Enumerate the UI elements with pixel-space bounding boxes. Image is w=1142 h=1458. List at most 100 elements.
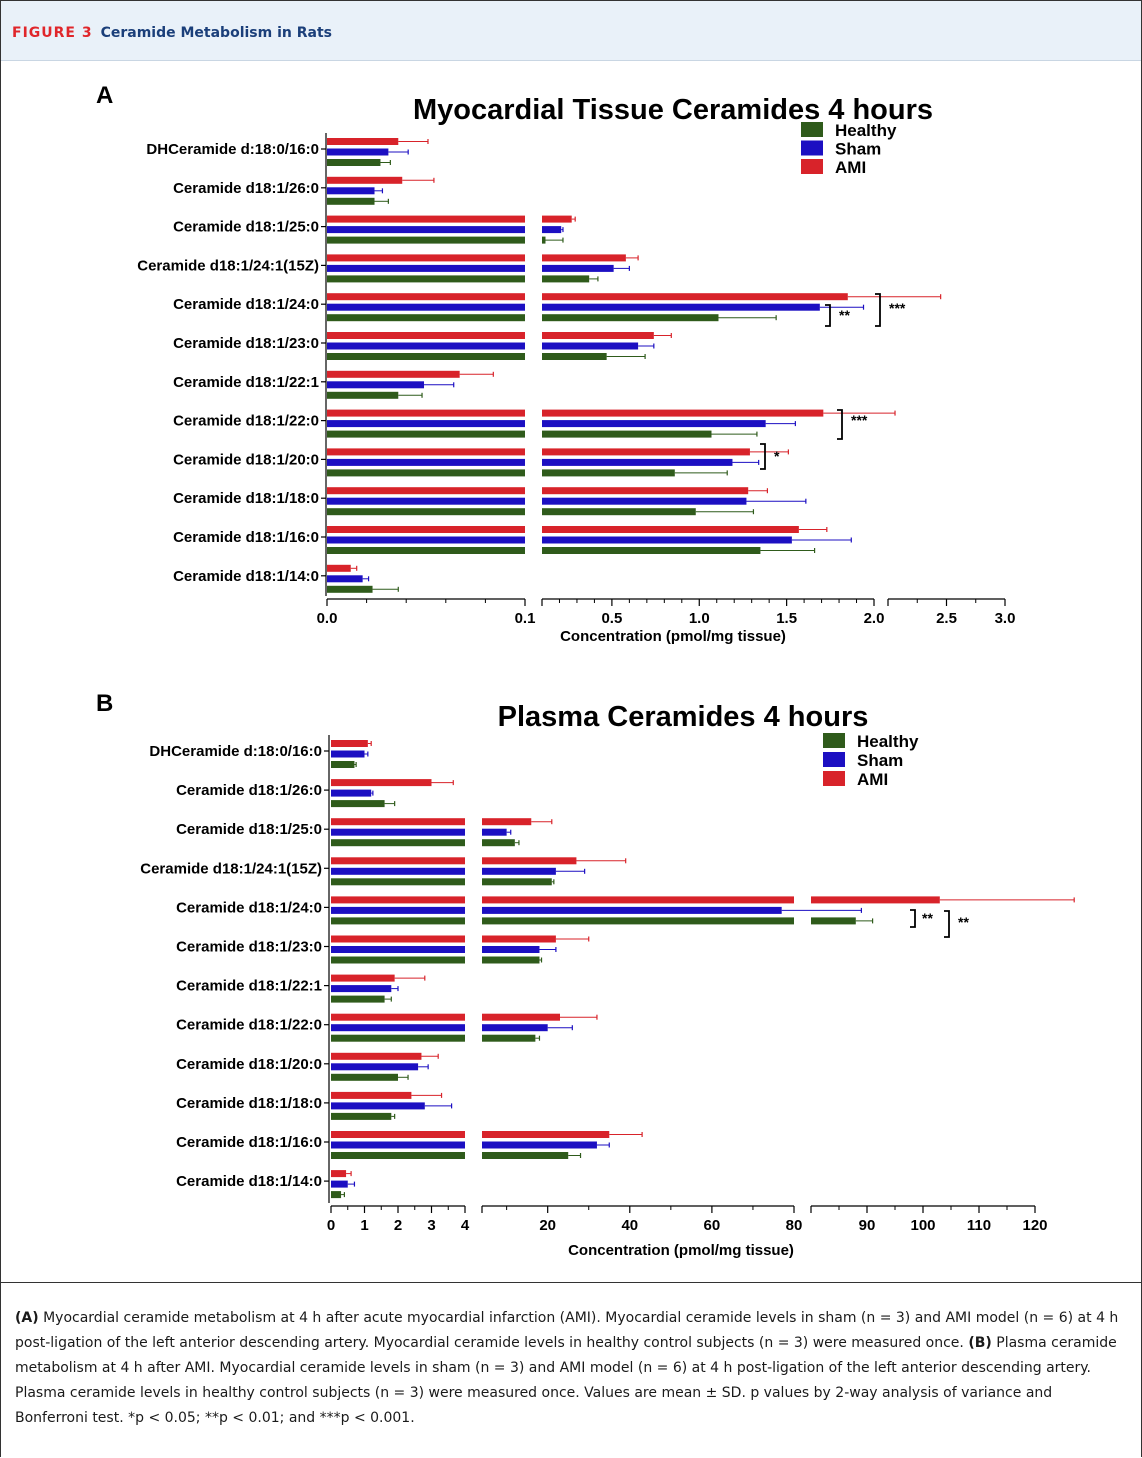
bar-sham (331, 906, 465, 914)
category-label: DHCeramide d:18:0/16:0 (146, 141, 319, 158)
bar-healthy (327, 275, 525, 283)
bar-ami (327, 215, 525, 223)
legend-swatch (801, 122, 823, 137)
x-tick-label: 0.5 (601, 610, 622, 627)
bar-healthy (542, 353, 607, 360)
bar-sham (542, 226, 562, 234)
category-label: Ceramide d18:1/16:0 (173, 529, 319, 546)
legend-swatch (823, 752, 845, 767)
x-tick-label: 40 (621, 1217, 638, 1234)
bar-healthy (331, 1073, 398, 1081)
category-label: Ceramide d18:1/22:0 (173, 413, 319, 430)
bar-sham (327, 458, 525, 466)
bar-ami (331, 818, 465, 826)
caption-divider (1, 1282, 1141, 1283)
chart-title: Myocardial Tissue Ceramides 4 hours (413, 94, 933, 126)
category-label: DHCeramide d:18:0/16:0 (149, 743, 322, 760)
bar-ami (327, 176, 403, 184)
bar-healthy (331, 761, 355, 768)
bar-sham (331, 750, 365, 758)
category-label: Ceramide d18:1/25:0 (173, 219, 319, 236)
significance-bracket (760, 443, 766, 470)
caption-a-text: Myocardial ceramide metabolism at 4 h af… (15, 1310, 1119, 1351)
category-label: Ceramide d18:1/24:0 (176, 899, 322, 916)
bar-sham (327, 420, 525, 428)
bar-sham (482, 1024, 548, 1032)
bar-sham (482, 867, 556, 875)
category-label: Ceramide d18:1/20:0 (173, 451, 319, 468)
bar-sham (331, 1141, 465, 1149)
x-tick-label: 80 (786, 1217, 803, 1234)
bar-sham (331, 1102, 425, 1110)
panel-letter: B (96, 690, 113, 717)
bar-healthy (542, 275, 590, 283)
bar-ami (331, 740, 368, 747)
bar-healthy (482, 956, 540, 964)
category-label: Ceramide d18:1/22:0 (176, 1017, 322, 1034)
significance-bracket (837, 409, 843, 440)
bar-sham (331, 1180, 348, 1188)
legend-swatch (823, 771, 845, 786)
bar-healthy (482, 1152, 569, 1159)
bar-healthy (327, 159, 381, 166)
legend-label: AMI (835, 158, 866, 177)
category-label: Ceramide d18:1/24:0 (173, 296, 319, 313)
x-axis-label: Concentration (pmol/mg tissue) (560, 628, 786, 645)
bar-ami (542, 409, 824, 417)
x-tick-label: 2 (394, 1217, 402, 1234)
bar-sham (331, 985, 392, 993)
significance-label: ** (958, 914, 969, 930)
bar-healthy (331, 839, 465, 847)
bar-sham (327, 536, 525, 544)
chart-title: Plasma Ceramides 4 hours (498, 701, 869, 733)
bar-ami (327, 409, 525, 417)
x-axis-label: Concentration (pmol/mg tissue) (568, 1242, 794, 1259)
bar-healthy (542, 508, 696, 516)
bar-healthy (542, 469, 675, 477)
category-label: Ceramide d18:1/23:0 (173, 335, 319, 352)
bar-healthy (331, 917, 465, 925)
category-label: Ceramide d18:1/26:0 (176, 782, 322, 799)
significance-bracket (825, 304, 831, 327)
bar-sham (542, 264, 614, 272)
bar-ami (327, 564, 351, 572)
x-tick-label: 90 (859, 1217, 876, 1234)
bar-ami (331, 896, 465, 904)
panel-letter: A (96, 82, 113, 109)
bar-ami (331, 857, 465, 865)
bar-ami (327, 448, 525, 456)
bar-healthy (327, 314, 525, 322)
legend-swatch (801, 159, 823, 174)
legend-label: Sham (835, 140, 881, 159)
bar-healthy (331, 1191, 342, 1199)
bar-sham (327, 148, 389, 156)
category-label: Ceramide d18:1/18:0 (176, 1095, 322, 1112)
bar-sham (482, 906, 782, 914)
figure-heading: FIGURE 3 Ceramide Metabolism in Rats (12, 25, 332, 41)
legend-label: Healthy (857, 732, 919, 751)
category-label: Ceramide d18:1/14:0 (173, 568, 319, 585)
bar-healthy (331, 1034, 465, 1042)
caption-a-label: (A) (15, 1310, 39, 1326)
bar-ami (327, 254, 525, 262)
bar-sham (542, 420, 766, 428)
bar-ami (331, 1170, 347, 1178)
panel-a: A Myocardial Tissue Ceramides 4 hoursHeal… (96, 82, 1015, 645)
bar-sham (327, 497, 525, 505)
category-label: Ceramide d18:1/16:0 (176, 1134, 322, 1151)
category-label: Ceramide d18:1/14:0 (176, 1173, 322, 1190)
bar-healthy (542, 547, 761, 554)
x-tick-label: 20 (539, 1217, 556, 1234)
bar-ami (542, 526, 799, 533)
bar-sham (327, 575, 363, 583)
bar-healthy (327, 469, 525, 477)
bar-ami (542, 254, 626, 262)
bar-healthy (327, 508, 525, 516)
bar-healthy (331, 995, 385, 1003)
legend-label: AMI (857, 770, 888, 789)
x-tick-label: 0.0 (317, 610, 338, 627)
bar-healthy (327, 585, 373, 593)
bar-healthy (542, 236, 546, 244)
bar-ami (327, 487, 525, 495)
